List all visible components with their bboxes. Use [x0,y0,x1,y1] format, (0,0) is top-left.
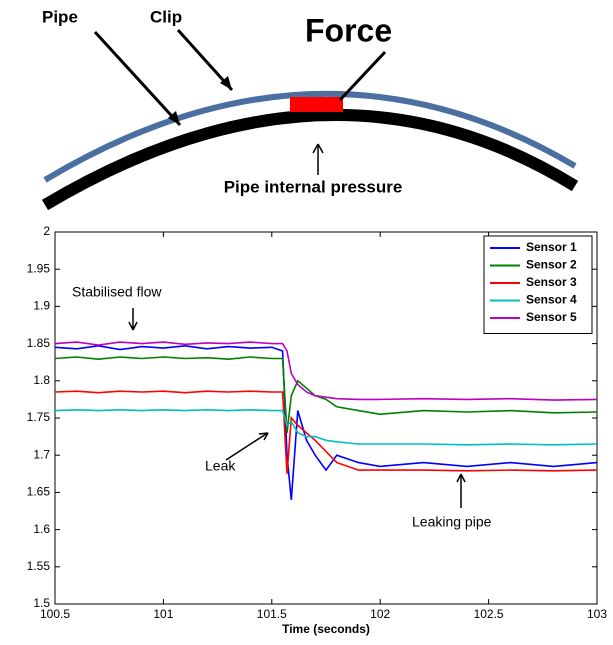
legend-label: Sensor 5 [526,310,577,324]
legend-label: Sensor 1 [526,240,577,254]
x-tick-label: 103 [587,607,607,621]
arrowhead [312,143,324,154]
arrow [225,433,267,461]
y-tick-label: 1.75 [27,410,51,424]
y-tick-label: 1.7 [33,447,50,461]
arrow [93,30,182,127]
y-tick-label: 2 [43,224,50,238]
arrowhead [258,432,269,441]
label: Clip [150,7,182,26]
label: Pipe [42,7,78,26]
y-tick-label: 1.65 [27,485,51,499]
series-line [54,341,598,401]
arrowhead [168,111,180,125]
x-axis-label: Time (seconds) [282,622,370,636]
series-line [54,356,598,433]
legend-label: Sensor 3 [526,275,577,289]
label: Pipe internal pressure [224,177,403,196]
y-tick-label: 1.95 [27,261,51,275]
y-tick-label: 1.5 [33,596,50,610]
pipe [41,108,579,211]
chart: 1.5 1.55 1.6 1.65 1.7 1.75 1.8 1.85 1.9 1.95 2 100.… [27,224,608,636]
annotations: Stabilised flow Leak Leaking pipe [72,284,492,530]
series-line [54,390,598,474]
series-line [54,408,598,446]
arrow [176,28,234,92]
clip [43,90,577,183]
y-tick-label: 1.8 [33,373,50,387]
y-tick-label: 1.9 [33,299,50,313]
arrowhead [456,473,466,483]
y-tick-label: 1.6 [33,522,50,536]
x-tick-label: 102.5 [474,607,504,621]
pipe-diagram: Pipe Clip Force Pipe internal pressure [41,7,579,211]
annotation: Stabilised flow [72,284,162,300]
series-line [54,344,598,500]
arrow [338,50,387,102]
force-pad [290,97,343,112]
legend-label: Sensor 4 [526,293,577,307]
y-tick-label: 1.85 [27,336,51,350]
arrowhead [128,321,138,331]
x-tick-label: 101.5 [257,607,287,621]
x-tick-label: 102 [370,607,390,621]
x-tick-label: 101 [153,607,173,621]
x-tick-label: 100.5 [40,607,70,621]
annotation: Leaking pipe [412,514,492,530]
legend-label: Sensor 2 [526,258,577,272]
label: Force [305,12,392,48]
y-tick-label: 1.55 [27,559,51,573]
annotation: Leak [205,458,236,474]
arrowhead [220,76,232,90]
